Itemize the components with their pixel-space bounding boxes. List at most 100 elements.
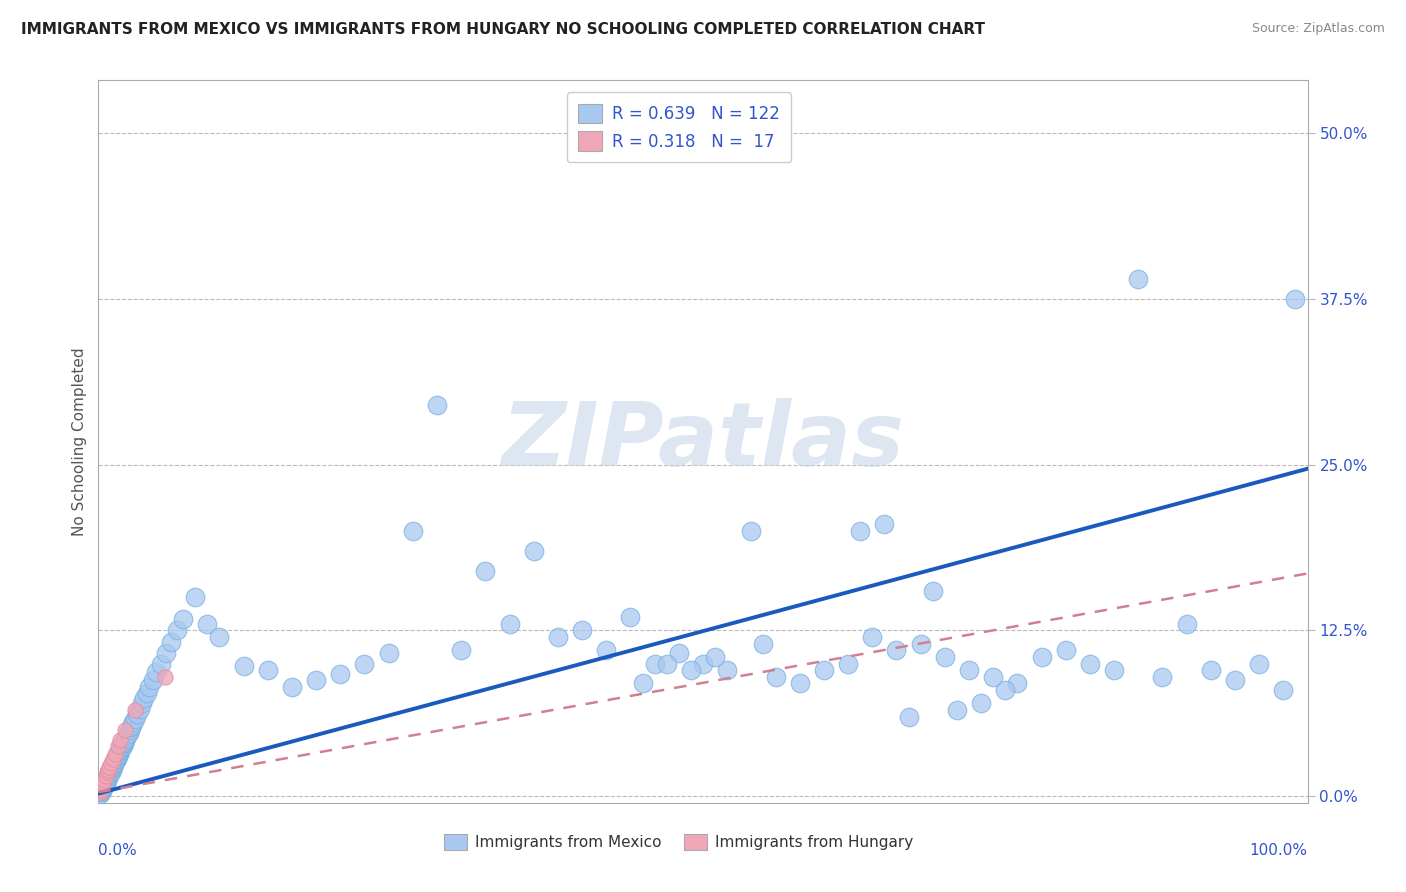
- Point: [740, 524, 762, 538]
- Point: [1007, 676, 1029, 690]
- Point: [101, 760, 124, 774]
- Point: [134, 691, 156, 706]
- Point: [353, 657, 375, 671]
- Point: [160, 635, 183, 649]
- Point: [97, 769, 120, 783]
- Point: [122, 714, 145, 729]
- Point: [631, 676, 654, 690]
- Point: [104, 747, 127, 761]
- Legend: Immigrants from Mexico, Immigrants from Hungary: Immigrants from Mexico, Immigrants from …: [439, 829, 920, 856]
- Point: [655, 657, 678, 671]
- Point: [1175, 616, 1198, 631]
- Point: [547, 630, 569, 644]
- Point: [91, 784, 114, 798]
- Text: 0.0%: 0.0%: [98, 843, 138, 857]
- Text: 100.0%: 100.0%: [1250, 843, 1308, 857]
- Point: [619, 610, 641, 624]
- Point: [104, 755, 127, 769]
- Point: [93, 777, 115, 791]
- Point: [981, 670, 1004, 684]
- Point: [1152, 670, 1174, 684]
- Point: [329, 667, 352, 681]
- Point: [111, 738, 134, 752]
- Point: [1249, 657, 1271, 671]
- Y-axis label: No Schooling Completed: No Schooling Completed: [72, 347, 87, 536]
- Point: [679, 663, 702, 677]
- Point: [97, 771, 120, 785]
- Point: [1272, 683, 1295, 698]
- Point: [704, 650, 727, 665]
- Point: [89, 785, 111, 799]
- Point: [716, 663, 738, 677]
- Point: [1102, 663, 1125, 677]
- Point: [692, 657, 714, 671]
- Point: [208, 630, 231, 644]
- Point: [128, 701, 150, 715]
- Point: [195, 616, 218, 631]
- Point: [970, 697, 993, 711]
- Point: [89, 787, 111, 801]
- Point: [97, 763, 120, 777]
- Point: [104, 753, 127, 767]
- Point: [98, 768, 121, 782]
- Point: [498, 616, 520, 631]
- Point: [1284, 292, 1306, 306]
- Point: [305, 673, 328, 687]
- Point: [108, 747, 131, 761]
- Text: ZIPatlas: ZIPatlas: [502, 398, 904, 485]
- Point: [94, 776, 117, 790]
- Point: [112, 735, 135, 749]
- Point: [860, 630, 883, 644]
- Point: [91, 776, 114, 790]
- Point: [523, 544, 546, 558]
- Point: [115, 731, 138, 745]
- Point: [426, 398, 449, 412]
- Point: [1128, 272, 1150, 286]
- Point: [155, 646, 177, 660]
- Point: [100, 765, 122, 780]
- Point: [107, 747, 129, 762]
- Point: [118, 725, 141, 739]
- Point: [957, 663, 980, 677]
- Point: [150, 657, 173, 671]
- Point: [96, 772, 118, 786]
- Point: [101, 752, 124, 766]
- Point: [108, 743, 131, 757]
- Point: [837, 657, 859, 671]
- Point: [100, 764, 122, 778]
- Point: [108, 744, 131, 758]
- Point: [111, 739, 134, 753]
- Point: [98, 766, 121, 780]
- Point: [281, 681, 304, 695]
- Point: [849, 524, 872, 538]
- Point: [107, 749, 129, 764]
- Point: [121, 717, 143, 731]
- Point: [765, 670, 787, 684]
- Point: [96, 765, 118, 780]
- Point: [91, 782, 114, 797]
- Point: [103, 757, 125, 772]
- Point: [127, 706, 149, 721]
- Point: [101, 758, 124, 772]
- Point: [96, 773, 118, 788]
- Point: [142, 673, 165, 687]
- Point: [145, 665, 167, 679]
- Point: [105, 752, 128, 766]
- Point: [112, 736, 135, 750]
- Point: [100, 763, 122, 777]
- Point: [450, 643, 472, 657]
- Point: [813, 663, 835, 677]
- Point: [897, 709, 920, 723]
- Point: [135, 686, 157, 700]
- Point: [184, 591, 207, 605]
- Point: [994, 683, 1017, 698]
- Text: Source: ZipAtlas.com: Source: ZipAtlas.com: [1251, 22, 1385, 36]
- Point: [138, 681, 160, 695]
- Point: [256, 663, 278, 677]
- Point: [120, 720, 142, 734]
- Point: [668, 646, 690, 660]
- Point: [1054, 643, 1077, 657]
- Point: [934, 650, 956, 665]
- Point: [873, 517, 896, 532]
- Point: [1223, 673, 1246, 687]
